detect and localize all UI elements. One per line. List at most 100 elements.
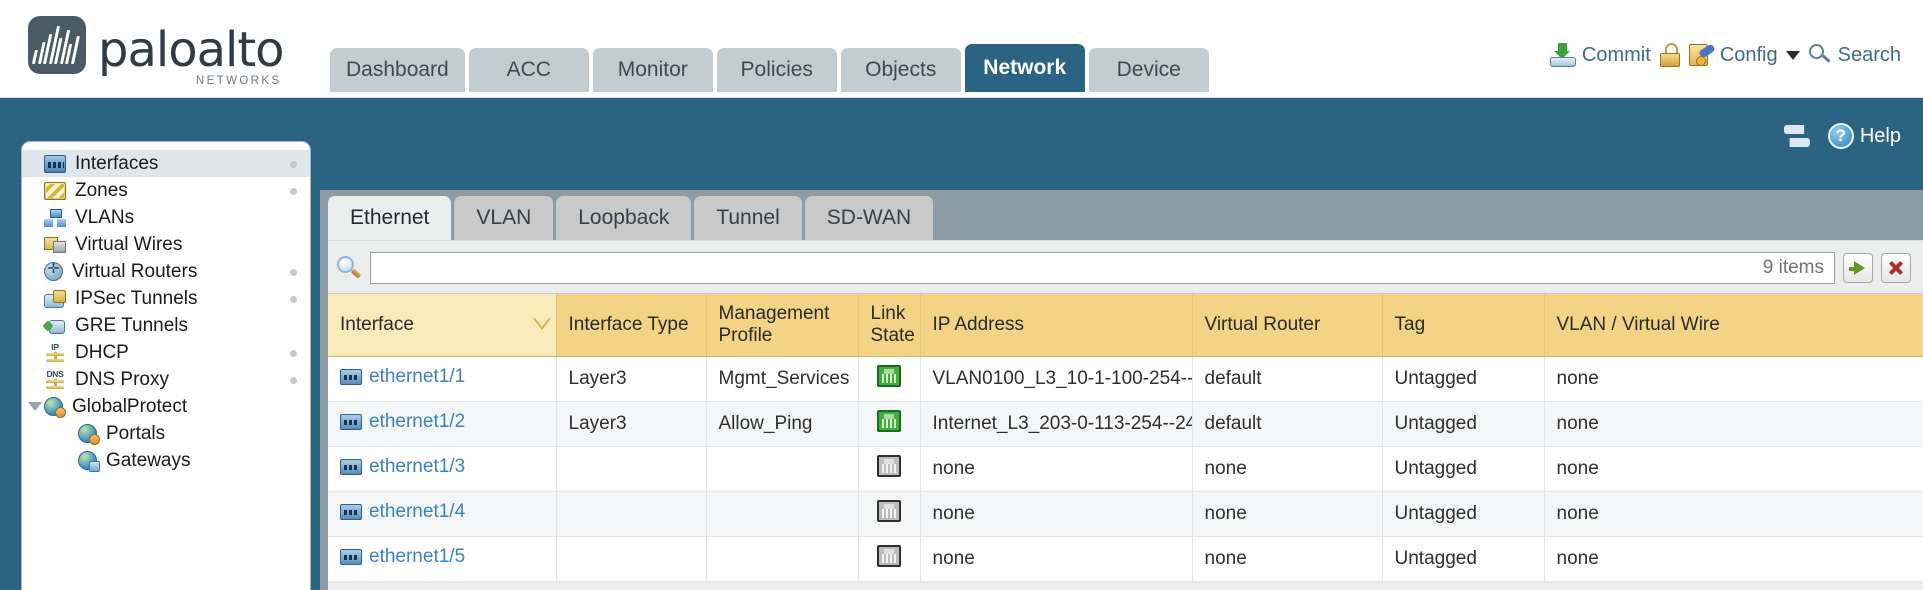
sidebar-item-ipsec-tunnels[interactable]: IPSec Tunnels — [22, 285, 310, 312]
interface-link[interactable]: ethernet1/3 — [369, 456, 466, 477]
cell-management-profile: Allow_Ping — [706, 401, 859, 447]
nav-tab-device[interactable]: Device — [1088, 48, 1209, 92]
column-header-vlan-virtual-wire[interactable]: VLAN / Virtual Wire — [1544, 294, 1923, 357]
search-button[interactable]: Search — [1808, 43, 1901, 67]
sidebar-item-zones[interactable]: Zones — [22, 177, 310, 204]
link-state-down-icon — [877, 544, 901, 567]
header-actions: Commit Config Search — [1549, 43, 1901, 67]
sidebar-item-gateways[interactable]: Gateways — [22, 447, 310, 474]
main-navigation: Dashboard ACC Monitor Policies Objects N… — [330, 44, 1209, 92]
tab-loopback[interactable]: Loopback — [556, 196, 692, 240]
column-header-tag[interactable]: Tag — [1382, 294, 1545, 357]
cell-interface-type — [556, 491, 707, 537]
sidebar-item-gre-tunnels[interactable]: GRE Tunnels — [22, 312, 310, 339]
cell-virtual-router: none — [1192, 446, 1383, 492]
cell-link-state — [858, 401, 921, 447]
sidebar-item-label: GRE Tunnels — [75, 314, 188, 336]
refresh-icon[interactable] — [1783, 125, 1810, 147]
filter-input[interactable]: 9 items — [370, 252, 1835, 284]
column-header-ip-address[interactable]: IP Address — [920, 294, 1193, 357]
apply-filter-button[interactable] — [1843, 253, 1873, 283]
chevron-down-icon — [1785, 50, 1800, 60]
table-row[interactable]: ethernet1/1 Layer3 Mgmt_Services VLAN010… — [328, 356, 1923, 402]
sidebar-item-globalprotect[interactable]: GlobalProtect — [22, 393, 310, 420]
cell-interface[interactable]: ethernet1/5 — [328, 536, 557, 582]
column-header-link-state[interactable]: Link State — [858, 294, 921, 357]
nav-tab-policies[interactable]: Policies — [716, 48, 837, 92]
column-header-virtual-router[interactable]: Virtual Router — [1192, 294, 1383, 357]
cell-ip-address: Internet_L3_203-0-113-254--24 — [920, 401, 1193, 447]
network-sidebar: Interfaces Zones VLANs Virtual Wires Vir… — [22, 142, 310, 590]
paloalto-logo-icon — [28, 16, 86, 74]
sidebar-item-dns-proxy[interactable]: DNS DNS Proxy — [22, 366, 310, 393]
search-icon[interactable] — [336, 255, 362, 281]
nav-tab-monitor[interactable]: Monitor — [592, 48, 713, 92]
interface-link[interactable]: ethernet1/5 — [369, 546, 466, 567]
nav-tab-dashboard[interactable]: Dashboard — [330, 48, 465, 92]
interface-link[interactable]: ethernet1/4 — [369, 501, 466, 522]
lock-icon[interactable] — [1659, 43, 1680, 67]
sidebar-item-dhcp[interactable]: IP DHCP — [22, 339, 310, 366]
sidebar-item-vlans[interactable]: VLANs — [22, 204, 310, 231]
table-row[interactable]: ethernet1/5 none none Untagged none — [328, 536, 1923, 582]
status-dot — [290, 188, 297, 195]
interface-link[interactable]: ethernet1/2 — [369, 411, 466, 432]
table-row[interactable]: ethernet1/4 none none Untagged none — [328, 491, 1923, 537]
interface-link[interactable]: ethernet1/1 — [369, 366, 466, 387]
sidebar-item-label: DNS Proxy — [75, 368, 169, 390]
cell-management-profile: Mgmt_Services — [706, 356, 859, 402]
cell-interface-type — [556, 446, 707, 492]
chevron-down-icon — [532, 317, 551, 330]
cell-ip-address: none — [920, 536, 1193, 582]
column-sort-indicator[interactable] — [528, 294, 557, 357]
column-header-interface[interactable]: Interface — [328, 294, 528, 357]
config-icon — [1688, 43, 1716, 67]
help-button[interactable]: ? Help — [1827, 123, 1901, 149]
dns-proxy-icon: DNS — [44, 369, 66, 389]
zones-icon — [44, 181, 66, 200]
tab-tunnel[interactable]: Tunnel — [694, 196, 802, 240]
sidebar-item-virtual-routers[interactable]: Virtual Routers — [22, 258, 310, 285]
column-header-management-profile[interactable]: Management Profile — [706, 294, 859, 357]
tab-sd-wan[interactable]: SD-WAN — [804, 196, 934, 240]
sidebar-item-label: IPSec Tunnels — [75, 287, 198, 309]
cell-tag: Untagged — [1382, 356, 1545, 402]
commit-button[interactable]: Commit — [1549, 43, 1651, 67]
sidebar-item-virtual-wires[interactable]: Virtual Wires — [22, 231, 310, 258]
column-header-interface-type[interactable]: Interface Type — [556, 294, 707, 357]
config-label: Config — [1719, 43, 1778, 66]
search-icon — [1808, 43, 1832, 67]
nav-tab-acc[interactable]: ACC — [468, 48, 589, 92]
brand-sub: NETWORKS — [195, 74, 282, 87]
sidebar-item-interfaces[interactable]: Interfaces — [22, 150, 310, 177]
sidebar-item-label: Zones — [75, 179, 128, 201]
expand-collapse-icon[interactable] — [28, 402, 42, 411]
table-row[interactable]: ethernet1/2 Layer3 Allow_Ping Internet_L… — [328, 401, 1923, 447]
link-state-down-icon — [877, 499, 901, 522]
tab-ethernet[interactable]: Ethernet — [328, 196, 452, 240]
clear-filter-button[interactable] — [1881, 253, 1911, 283]
virtual-wires-icon — [44, 236, 66, 254]
cell-interface[interactable]: ethernet1/4 — [328, 491, 557, 537]
tab-vlan[interactable]: VLAN — [454, 196, 554, 240]
globalprotect-icon — [44, 397, 66, 418]
table-row[interactable]: ethernet1/3 none none Untagged none — [328, 446, 1923, 492]
nav-tab-objects[interactable]: Objects — [840, 48, 961, 92]
nav-tab-network[interactable]: Network — [964, 44, 1085, 92]
cell-interface[interactable]: ethernet1/3 — [328, 446, 557, 492]
link-state-down-icon — [877, 454, 901, 477]
cell-interface[interactable]: ethernet1/1 — [328, 356, 557, 402]
sidebar-item-portals[interactable]: Portals — [22, 420, 310, 447]
apply-arrow-icon — [1854, 261, 1865, 275]
sidebar-item-label: VLANs — [75, 206, 135, 228]
link-state-up-icon — [877, 364, 901, 387]
status-dot — [290, 350, 297, 357]
table-header-row: Interface Interface Type Management Prof… — [328, 294, 1923, 357]
status-dot — [290, 377, 297, 384]
config-menu[interactable]: Config — [1688, 43, 1800, 67]
cell-interface[interactable]: ethernet1/2 — [328, 401, 557, 447]
vlans-icon — [44, 208, 66, 227]
cell-virtual-router: none — [1192, 491, 1383, 537]
portals-icon — [78, 424, 100, 445]
sidebar-item-label: GlobalProtect — [72, 395, 188, 417]
